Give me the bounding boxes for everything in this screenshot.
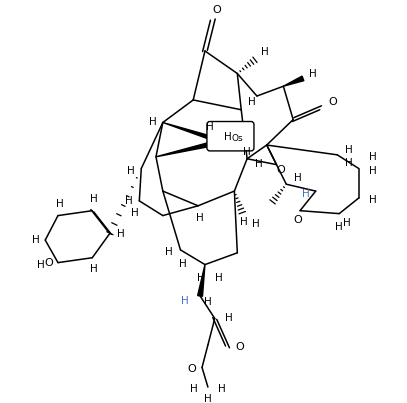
- Text: H: H: [131, 208, 138, 218]
- Text: Os: Os: [232, 134, 243, 143]
- Text: H: H: [90, 264, 98, 274]
- Text: H: H: [261, 47, 269, 57]
- Text: O: O: [328, 97, 337, 107]
- Text: H: H: [190, 384, 198, 394]
- Text: H: H: [215, 273, 223, 283]
- Text: H: H: [218, 384, 225, 394]
- Text: H: H: [369, 166, 376, 176]
- Text: H: H: [223, 132, 232, 142]
- Text: H: H: [179, 259, 186, 269]
- Text: H: H: [149, 118, 157, 127]
- Text: H: H: [335, 222, 343, 233]
- Text: H: H: [32, 235, 39, 245]
- Text: H: H: [243, 147, 251, 157]
- Text: H: H: [196, 212, 204, 222]
- Text: H: H: [204, 394, 212, 403]
- Text: H: H: [127, 166, 134, 176]
- Text: O: O: [294, 216, 302, 226]
- Text: H: H: [345, 145, 353, 155]
- Text: H: H: [90, 194, 98, 204]
- Polygon shape: [163, 123, 215, 141]
- Text: H: H: [117, 229, 125, 239]
- Text: H: H: [197, 273, 205, 283]
- Text: H: H: [206, 123, 214, 133]
- Text: H: H: [37, 260, 45, 270]
- FancyBboxPatch shape: [207, 122, 254, 151]
- Text: H: H: [165, 247, 173, 257]
- Polygon shape: [156, 140, 220, 157]
- Text: H: H: [369, 195, 376, 205]
- Text: H: H: [302, 189, 310, 199]
- Text: O: O: [235, 342, 244, 352]
- Text: H: H: [240, 218, 248, 227]
- Text: H: H: [248, 97, 256, 107]
- Text: H: H: [255, 159, 263, 168]
- Text: H: H: [125, 196, 132, 206]
- Text: O: O: [276, 164, 285, 174]
- Polygon shape: [283, 76, 304, 86]
- Text: O: O: [212, 5, 221, 15]
- Text: O: O: [45, 258, 54, 268]
- Text: H: H: [309, 69, 317, 79]
- Text: H: H: [369, 152, 376, 162]
- Text: H: H: [225, 314, 232, 324]
- Text: O: O: [188, 364, 197, 374]
- Text: H: H: [345, 158, 353, 168]
- Text: H: H: [252, 219, 260, 229]
- Polygon shape: [198, 265, 205, 296]
- Text: H: H: [204, 297, 212, 307]
- Text: H: H: [56, 199, 64, 209]
- Text: H: H: [181, 296, 188, 306]
- Text: H: H: [343, 218, 351, 229]
- Text: H: H: [294, 173, 302, 183]
